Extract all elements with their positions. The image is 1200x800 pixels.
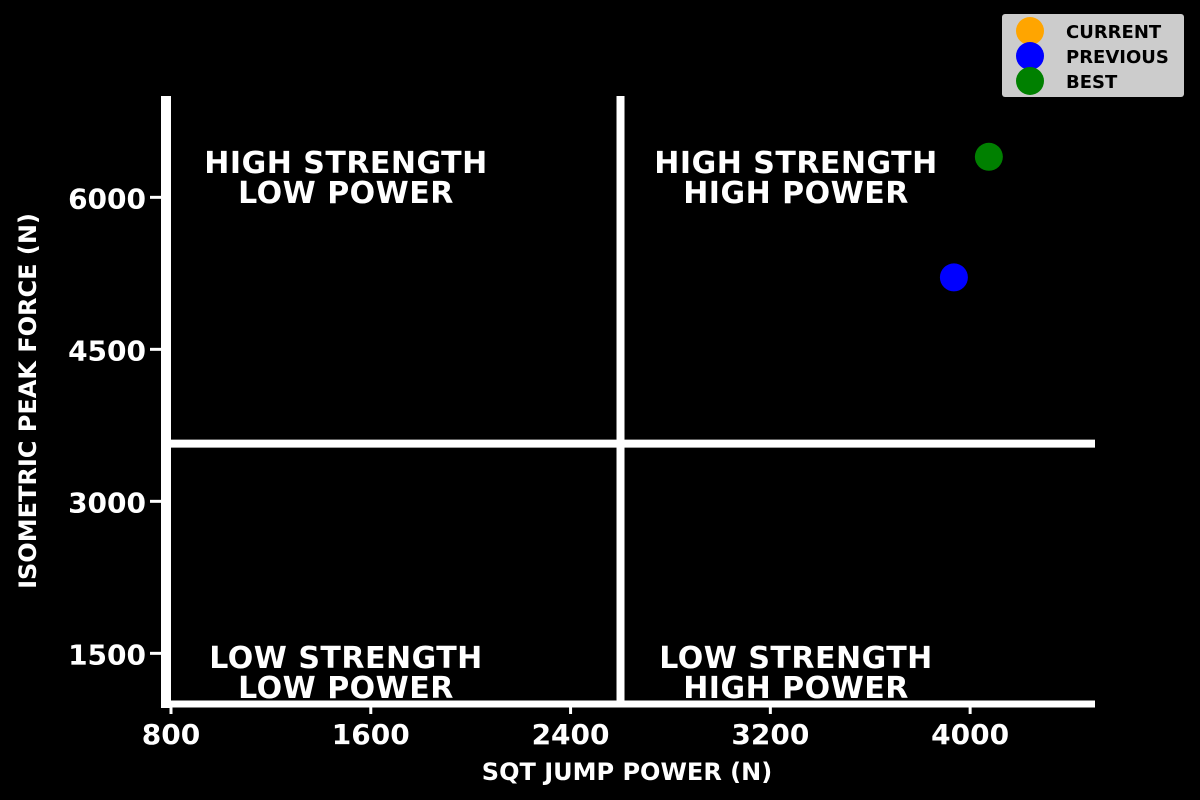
x-tick-label-4000: 4000 (931, 718, 1009, 751)
data-points (939, 142, 1003, 292)
x-tick-label-1600: 1600 (332, 718, 410, 751)
quadrant-top-right-line2: HIGH POWER (683, 176, 909, 211)
legend-label-previous: PREVIOUS (1066, 47, 1169, 68)
y-axis-title: ISOMETRIC PEAK FORCE (N) (14, 213, 42, 589)
quadrant-bottom-right-line2: HIGH POWER (683, 671, 909, 706)
legend-marker-best (1016, 67, 1044, 95)
quadrant-top-left-line2: LOW POWER (238, 176, 454, 211)
x-tick-label-800: 800 (142, 718, 200, 751)
legend: CURRENT PREVIOUS BEST (1002, 14, 1184, 97)
y-tick-label-6000: 6000 (68, 182, 146, 215)
legend-label-best: BEST (1066, 72, 1118, 93)
ticks: 800 1600 2400 3200 4000 1500 3000 4500 6000 (68, 182, 1009, 751)
quadrant-top-right-line1: HIGH STRENGTH (654, 146, 937, 181)
x-tick-label-3200: 3200 (731, 718, 809, 751)
point-previous-0 (939, 263, 968, 292)
legend-label-current: CURRENT (1066, 22, 1162, 43)
legend-marker-current (1016, 17, 1044, 45)
y-tick-label-4500: 4500 (68, 334, 146, 367)
legend-marker-previous (1016, 42, 1044, 70)
x-axis-title: SQT JUMP POWER (N) (482, 758, 772, 786)
quadrant-bottom-right-line1: LOW STRENGTH (659, 641, 933, 676)
axes (161, 96, 1095, 708)
quadrant-bottom-left-line2: LOW POWER (238, 671, 454, 706)
quadrant-bottom-left-line1: LOW STRENGTH (209, 641, 483, 676)
y-tick-label-3000: 3000 (68, 486, 146, 519)
quadrant-labels: HIGH STRENGTH LOW POWER HIGH STRENGTH HI… (204, 146, 937, 706)
y-tick-label-1500: 1500 (68, 638, 146, 671)
point-best-0 (974, 142, 1003, 171)
x-tick-label-2400: 2400 (532, 718, 610, 751)
quadrant-top-left-line1: HIGH STRENGTH (204, 146, 487, 181)
legend-box (1002, 14, 1184, 97)
